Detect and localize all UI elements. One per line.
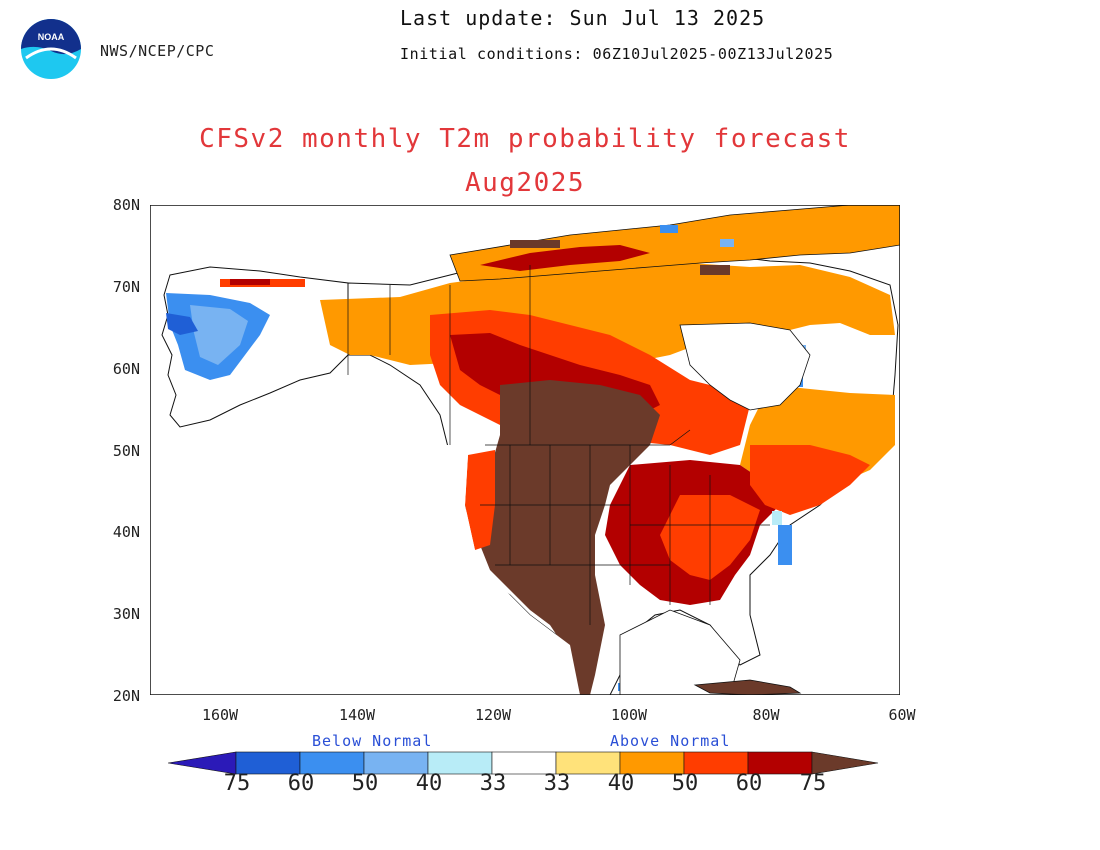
lon-label-60w: 60W: [888, 706, 916, 724]
legend-value-2: 60: [287, 771, 315, 796]
lat-label-70n: 70N: [112, 278, 140, 296]
political-borders: [347, 265, 770, 625]
arctic-brown-2: [700, 265, 730, 275]
lat-label-40n: 40N: [112, 523, 140, 541]
arctic-brown-1: [510, 240, 560, 248]
legend-value-4: 40: [415, 771, 443, 796]
alaska-below-light: [190, 305, 248, 365]
lon-label-100w: 100W: [610, 706, 648, 724]
agency-label: NWS/NCEP/CPC: [100, 42, 215, 60]
cuba: [693, 679, 802, 695]
lon-label-120w: 120W: [474, 706, 512, 724]
legend-value-8: 50: [671, 771, 699, 796]
legend-value-6: 33: [543, 771, 571, 796]
lat-label-80n: 80N: [112, 196, 140, 214]
central-above-75: [475, 380, 660, 695]
alaska-north-strip-2: [230, 279, 270, 285]
midatlantic-below-light: [772, 511, 782, 525]
last-update: Last update: Sun Jul 13 2025: [400, 6, 766, 30]
northeast-above-50: [750, 445, 870, 515]
gulf-of-mexico: [619, 609, 741, 695]
legend-value-1: 75: [223, 771, 251, 796]
noaa-logo: NOAA: [20, 18, 82, 80]
west-coast-above-60: [465, 450, 495, 550]
legend-value-5: 33: [479, 771, 507, 796]
alaska-below-dark: [166, 313, 198, 335]
logo-text: NOAA: [38, 32, 65, 42]
map-title: CFSv2 monthly T2m probability forecast: [199, 124, 851, 154]
lon-label-80w: 80W: [752, 706, 780, 724]
initial-conditions: Initial conditions: 06Z10Jul2025-00Z13Ju…: [400, 45, 834, 63]
lat-label-30n: 30N: [112, 605, 140, 623]
lon-label-140w: 140W: [338, 706, 376, 724]
pacific-white: [150, 445, 580, 695]
arctic-islands-dark: [480, 245, 650, 271]
legend-colorbar: [168, 751, 879, 775]
legend-value-3: 50: [351, 771, 379, 796]
above-normal-label: Above Normal: [610, 732, 731, 750]
lat-label-50n: 50N: [112, 442, 140, 460]
legend-arrow-right: [811, 751, 879, 775]
legend-value-9: 60: [735, 771, 763, 796]
lon-label-160w: 160W: [201, 706, 239, 724]
lat-label-20n: 20N: [112, 687, 140, 705]
arctic-below-2: [720, 239, 734, 247]
map-subtitle: Aug2025: [464, 168, 586, 198]
arctic-below-1: [660, 225, 678, 233]
forecast-map: [150, 205, 900, 695]
lat-label-60n: 60N: [112, 360, 140, 378]
below-normal-label: Below Normal: [312, 732, 433, 750]
legend-value-7: 40: [607, 771, 635, 796]
midatlantic-below: [778, 525, 792, 565]
legend-value-10: 75: [799, 771, 827, 796]
hudson-bay: [679, 322, 811, 411]
